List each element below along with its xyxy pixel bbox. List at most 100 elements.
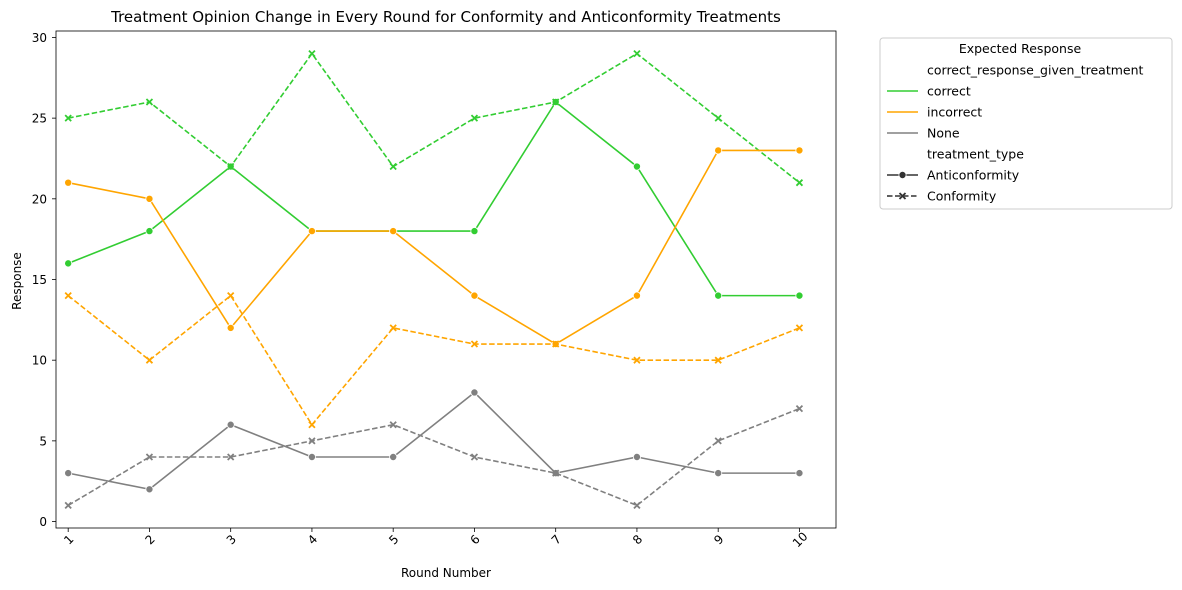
series-correct-anticonformity <box>64 98 804 300</box>
legend-frame <box>879 37 1173 210</box>
data-point <box>389 324 397 332</box>
data-point <box>552 340 560 348</box>
data-point <box>389 227 398 236</box>
data-point <box>714 291 723 300</box>
data-point <box>307 452 316 461</box>
data-point <box>226 420 235 429</box>
data-point <box>145 485 154 494</box>
x-tick-label: 9 <box>711 532 726 547</box>
legend: Expected Response correct_response_given_… <box>879 37 1173 210</box>
data-point <box>389 421 397 429</box>
data-point <box>227 453 235 461</box>
x-tick-label: 2 <box>142 532 157 547</box>
data-point <box>795 324 804 332</box>
data-point <box>633 501 641 510</box>
data-point <box>308 421 316 429</box>
legend-label: correct <box>927 84 971 99</box>
data-point <box>714 114 722 122</box>
data-point <box>226 323 235 332</box>
legend-label: treatment_type <box>927 147 1024 162</box>
y-tick-label: 5 <box>39 434 47 448</box>
plot-area <box>64 49 804 510</box>
legend-label: Conformity <box>927 189 997 204</box>
y-axis-label: Response <box>10 252 24 310</box>
series-correct-conformity <box>64 49 804 187</box>
y-tick-label: 15 <box>32 273 47 287</box>
data-point <box>795 469 804 478</box>
legend-label: incorrect <box>927 105 982 120</box>
data-point <box>470 227 479 236</box>
x-tick-label: 7 <box>549 532 564 547</box>
data-point <box>145 453 154 461</box>
y-tick-label: 20 <box>32 192 47 206</box>
data-point <box>470 453 479 461</box>
data-point <box>470 340 479 348</box>
x-tick-label: 5 <box>386 532 401 547</box>
data-point <box>470 114 479 122</box>
data-point <box>795 404 804 413</box>
data-point <box>145 356 154 364</box>
legend-label: Anticonformity <box>927 168 1020 183</box>
legend-entry-conformity: Conformity <box>887 189 997 204</box>
series-line <box>68 52 800 184</box>
x-tick-label: 6 <box>467 532 482 547</box>
x-axis-label: Round Number <box>401 566 491 580</box>
y-tick-label: 30 <box>32 31 47 45</box>
data-point <box>64 178 73 187</box>
data-point <box>64 291 72 300</box>
data-point <box>308 49 316 58</box>
data-point <box>145 227 154 236</box>
data-point <box>632 291 641 300</box>
legend-entry-correct-response-given-treatment: correct_response_given_treatment <box>927 63 1144 78</box>
data-point <box>714 356 722 364</box>
data-point <box>64 259 73 268</box>
legend-label: None <box>927 126 960 141</box>
y-tick-label: 10 <box>32 354 47 368</box>
data-point <box>632 162 641 171</box>
data-point <box>714 437 722 445</box>
legend-marker <box>898 192 907 200</box>
data-point <box>470 388 479 397</box>
series-incorrect-conformity <box>64 291 804 429</box>
data-point <box>552 98 560 106</box>
data-point <box>795 179 804 187</box>
data-point <box>145 194 154 203</box>
data-point <box>64 501 72 510</box>
data-point <box>145 98 154 106</box>
data-point <box>552 469 560 477</box>
legend-entry-treatment-type: treatment_type <box>927 147 1024 162</box>
series-line <box>67 407 800 507</box>
series-none-conformity <box>64 404 804 510</box>
data-point <box>64 469 73 478</box>
legend-marker <box>898 170 907 179</box>
data-point <box>714 146 723 155</box>
legend-entry-correct: correct <box>887 84 971 99</box>
x-tick-label: 10 <box>790 529 811 550</box>
data-point <box>470 291 479 300</box>
data-point <box>227 162 235 171</box>
legend-entry-anticonformity: Anticonformity <box>887 168 1020 183</box>
data-point <box>308 437 316 445</box>
data-point <box>227 291 235 300</box>
legend-title: Expected Response <box>959 41 1082 56</box>
chart-title: Treatment Opinion Change in Every Round … <box>110 8 781 26</box>
x-tick-label: 8 <box>630 532 645 547</box>
x-tick-label: 1 <box>61 532 76 547</box>
series-line <box>67 294 800 426</box>
x-tick-label: 4 <box>305 532 320 547</box>
data-point <box>714 469 723 478</box>
data-point <box>389 452 398 461</box>
data-point <box>389 162 397 171</box>
y-tick-label: 25 <box>32 112 47 126</box>
plot-frame <box>55 30 837 529</box>
legend-entry-none: None <box>887 126 960 141</box>
data-point <box>632 452 641 461</box>
data-point <box>307 227 316 236</box>
y-tick-label: 0 <box>39 515 47 529</box>
series-line <box>68 391 800 491</box>
legend-label: correct_response_given_treatment <box>927 63 1144 78</box>
legend-entry-incorrect: incorrect <box>887 105 982 120</box>
data-point <box>795 291 804 300</box>
series-incorrect-anticonformity <box>64 146 804 349</box>
data-point <box>633 356 641 364</box>
